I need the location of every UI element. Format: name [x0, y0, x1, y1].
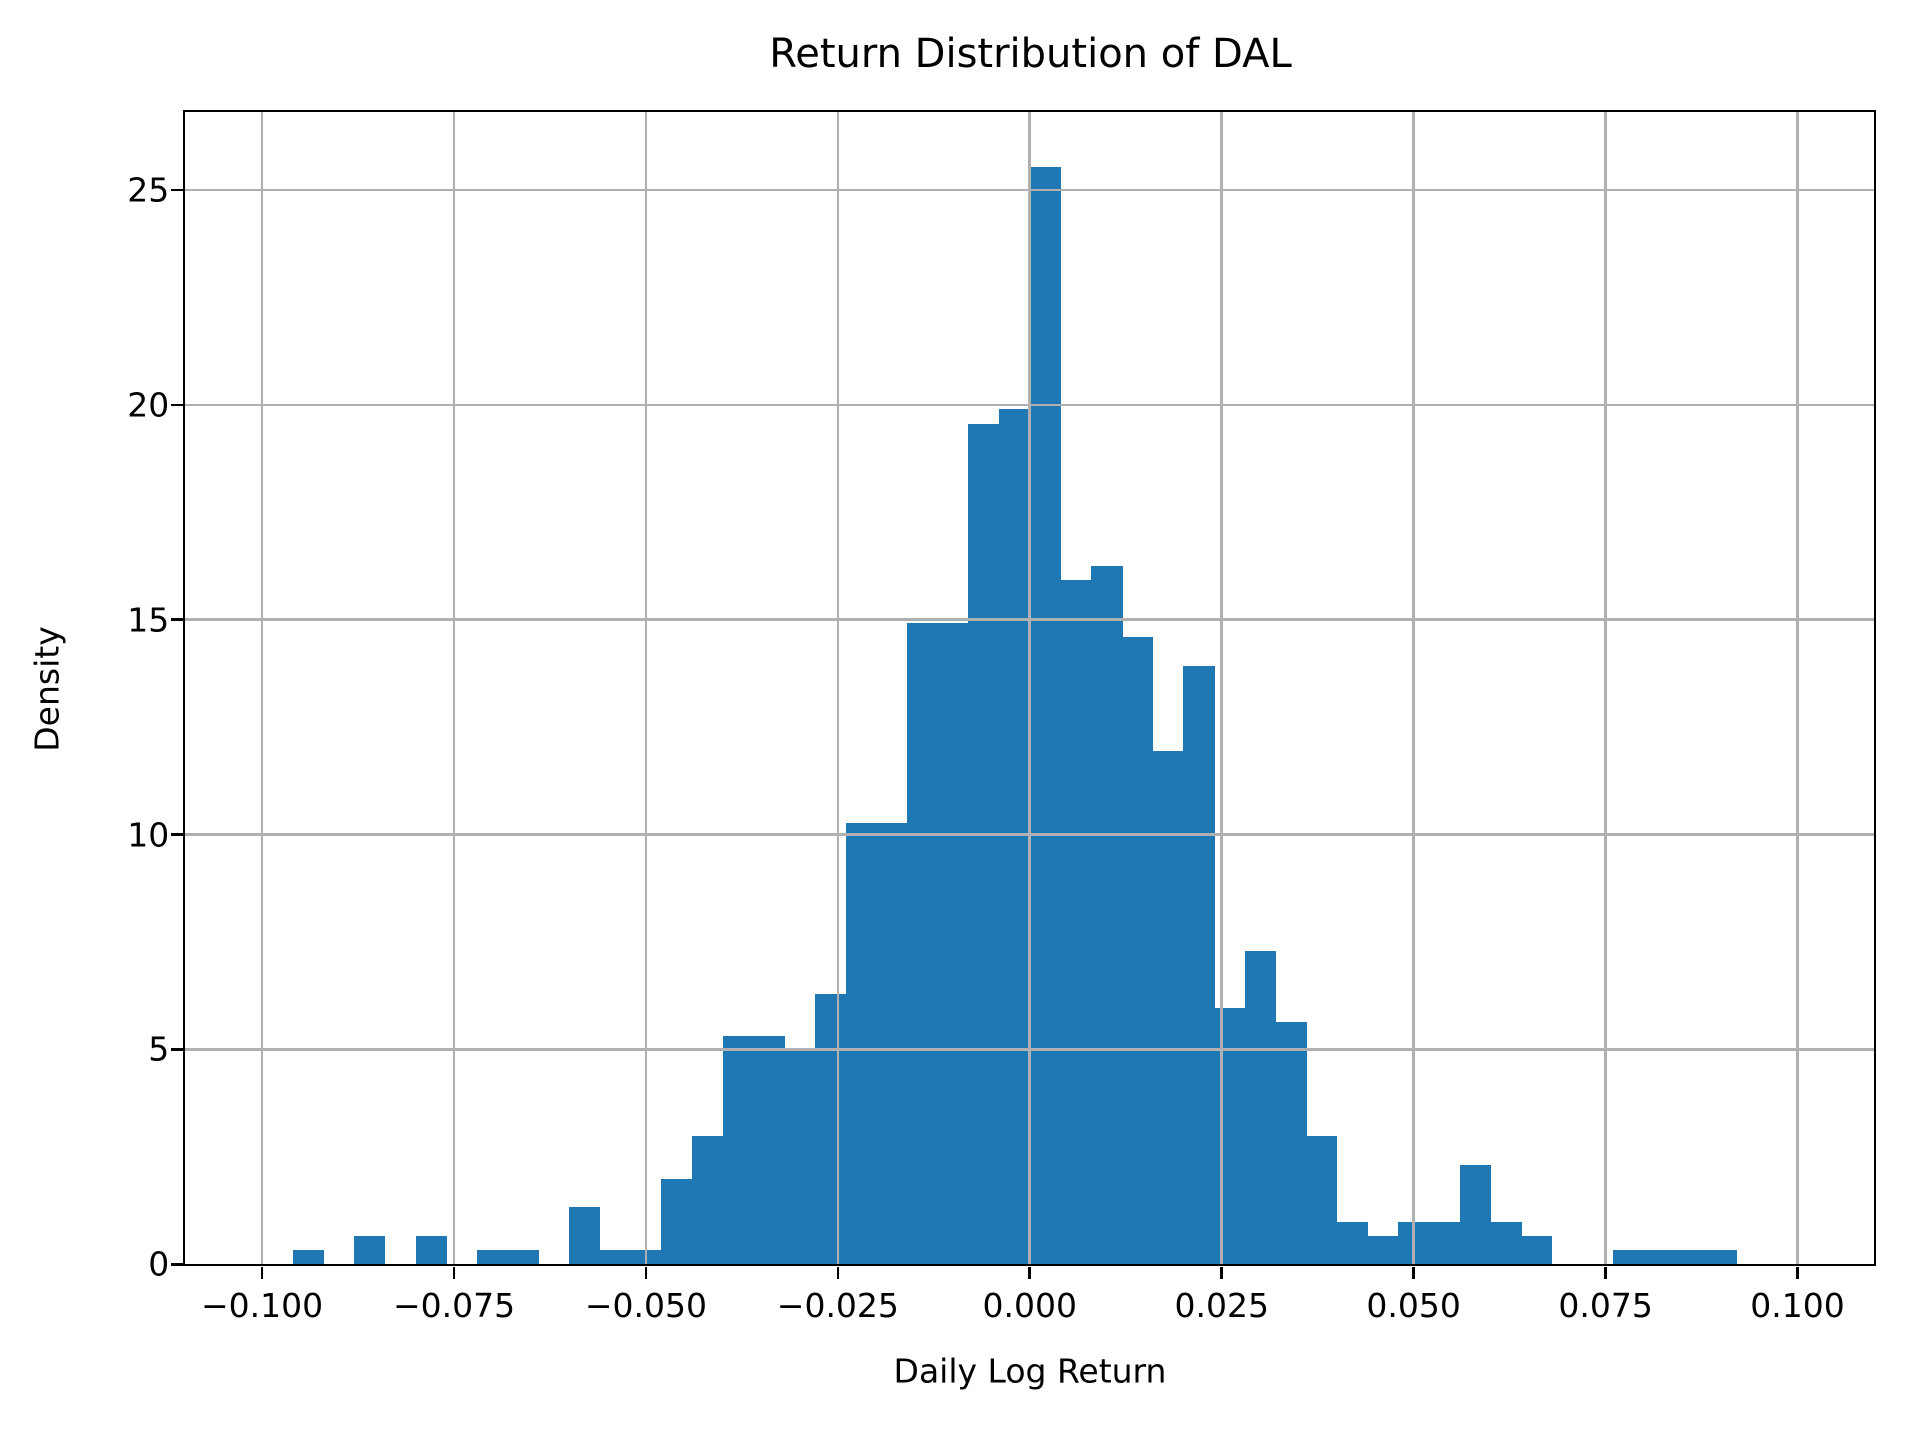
y-tick-label: 5: [148, 1029, 170, 1069]
x-gridline: [1220, 112, 1224, 1265]
y-tick-mark: [170, 1048, 183, 1051]
histogram-bar: [1459, 1164, 1492, 1265]
histogram-bar: [1183, 665, 1215, 1265]
x-tick-mark: [1028, 1266, 1032, 1279]
x-gridline: [260, 112, 264, 1265]
x-tick-label: −0.100: [201, 1286, 324, 1326]
histogram-bar: [1367, 1235, 1399, 1265]
y-tick-label: 15: [127, 600, 170, 640]
chart-title: Return Distribution of DAL: [769, 31, 1292, 77]
histogram-bar: [415, 1235, 447, 1265]
histogram-bar: [354, 1235, 386, 1265]
histogram-bar: [1244, 950, 1277, 1265]
x-gridline: [1028, 112, 1032, 1265]
x-tick-mark: [1796, 1266, 1799, 1279]
x-tick-mark: [836, 1266, 840, 1279]
y-tick-label: 10: [127, 815, 170, 855]
plot-area: −0.100 −0.075 −0.050 −0.025 0.000 0.025 0.050 0…: [127, 112, 1875, 1325]
histogram-bar: [1275, 1022, 1307, 1265]
x-gridline: [1796, 112, 1799, 1265]
histogram-bar: [937, 623, 969, 1265]
x-tick-mark: [1412, 1266, 1415, 1279]
histogram-bar: [691, 1136, 724, 1265]
x-tick-label: 0.100: [1750, 1286, 1845, 1326]
histogram-bar: [876, 822, 908, 1265]
histogram-bar: [1643, 1250, 1676, 1265]
histogram-bar: [477, 1250, 509, 1265]
histogram-bar: [999, 409, 1031, 1265]
plot-spines: −0.100 −0.075 −0.050 −0.025 0.000 0.025 0.050 0…: [127, 110, 1877, 1325]
histogram-bar: [1705, 1250, 1737, 1265]
y-axis-label: Density: [27, 626, 67, 752]
y-gridline: [185, 188, 1875, 192]
y-tick-label: 20: [127, 385, 170, 425]
y-tick-mark: [170, 833, 183, 836]
histogram-bar: [1029, 167, 1062, 1265]
histogram-bar: [1336, 1221, 1369, 1265]
histogram-bar: [1060, 580, 1092, 1265]
y-gridline: [185, 618, 1875, 622]
x-tick-mark: [260, 1266, 264, 1279]
histogram-bar: [1429, 1221, 1461, 1265]
y-gridline: [185, 403, 1875, 407]
histogram-bar: [1674, 1250, 1706, 1265]
histogram-bar: [1214, 1007, 1246, 1265]
y-gridline: [185, 833, 1875, 836]
histogram-bar: [784, 1050, 816, 1265]
histogram-bar: [845, 822, 877, 1265]
y-tick-label: 25: [127, 170, 170, 210]
x-axis-label: Daily Log Return: [893, 1351, 1167, 1391]
y-gridline: [185, 1048, 1875, 1051]
x-tick-mark: [452, 1266, 456, 1279]
histogram-bar: [1490, 1221, 1522, 1265]
histogram-bar: [1121, 637, 1154, 1265]
histogram-bar: [722, 1036, 754, 1265]
x-gridline: [836, 112, 840, 1265]
histogram-bar: [599, 1250, 632, 1265]
x-tick-label: −0.075: [392, 1286, 516, 1326]
histogram-bar: [1091, 566, 1123, 1265]
y-tick-mark: [170, 403, 183, 407]
x-gridline: [452, 112, 456, 1265]
histogram-bar: [968, 423, 1000, 1265]
y-tick-mark: [170, 1262, 183, 1266]
x-tick-label: 0.025: [1174, 1286, 1269, 1326]
x-tick-mark: [1220, 1266, 1224, 1279]
histogram-bar: [661, 1178, 693, 1265]
histogram-bar: [292, 1250, 325, 1265]
x-gridline: [644, 112, 648, 1265]
y-tick-mark: [170, 618, 183, 622]
histogram-bar: [814, 993, 847, 1265]
histogram-bar: [1152, 751, 1184, 1265]
x-gridline: [1604, 112, 1607, 1265]
x-gridline: [1412, 112, 1415, 1265]
x-tick-label: 0.000: [982, 1286, 1078, 1326]
histogram-bar: [1613, 1250, 1645, 1265]
x-tick-label: −0.025: [776, 1286, 899, 1326]
histogram-bar: [507, 1250, 540, 1265]
x-tick-mark: [1604, 1266, 1607, 1279]
y-tick-label: 0: [148, 1244, 170, 1284]
histogram-bar: [569, 1207, 601, 1265]
x-tick-label: 0.050: [1366, 1286, 1461, 1326]
histogram-bar: [1306, 1136, 1338, 1265]
histogram-bar: [1521, 1235, 1553, 1265]
y-tick-mark: [170, 188, 183, 192]
x-tick-label: −0.050: [584, 1286, 707, 1326]
histogram-bar: [906, 623, 939, 1265]
x-tick-mark: [644, 1266, 648, 1279]
x-tick-label: 0.075: [1558, 1286, 1653, 1326]
histogram-bar: [753, 1036, 785, 1265]
